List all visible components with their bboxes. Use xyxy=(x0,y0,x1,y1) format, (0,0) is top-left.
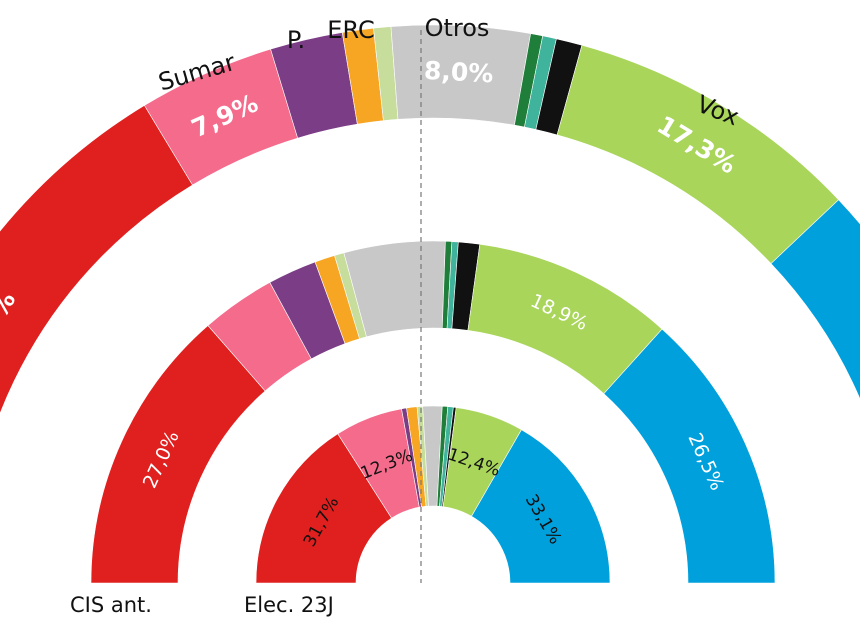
segment-elec-pp xyxy=(471,429,611,584)
arc-segments xyxy=(0,24,860,584)
segment-elec-psoe xyxy=(255,433,393,584)
ring-labels: CIS ant. Elec. 23J xyxy=(70,593,334,617)
party-label-erc: ERC xyxy=(327,16,374,44)
segment-cis-pp xyxy=(603,328,776,584)
segment-cis-psoe xyxy=(90,325,266,584)
party-label-podemos: P. xyxy=(287,26,305,54)
value-label-actual-otros: 8,0% xyxy=(423,56,494,88)
ring-label-elec-23j: Elec. 23J xyxy=(244,593,334,617)
segment-actual-pp xyxy=(770,199,860,400)
party-label-otros: Otros xyxy=(425,14,490,42)
ring-label-cis-ant: CIS ant. xyxy=(70,593,152,617)
